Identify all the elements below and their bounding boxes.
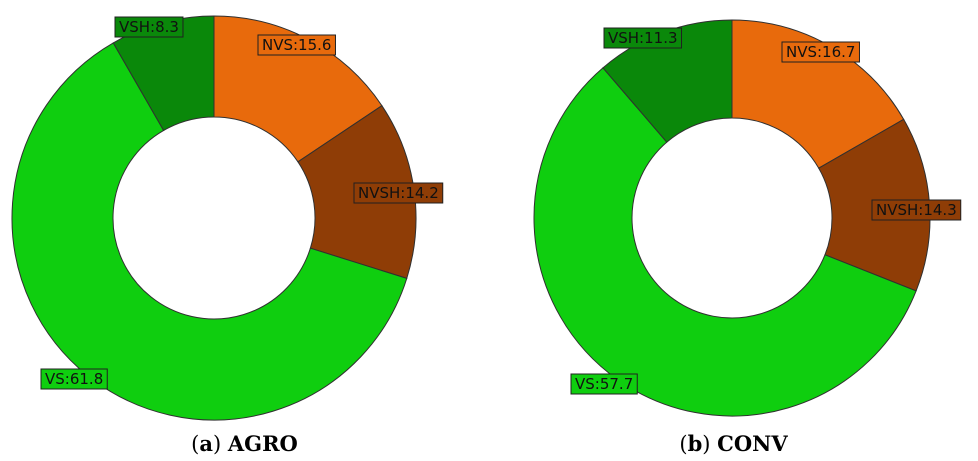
label-vs-agro: VS:61.8 [40,368,108,390]
svg-text:VSH:11.3: VSH:11.3 [608,29,678,47]
caption-conv: (b) CONV [679,431,788,456]
slice-nvs-conv [731,19,905,169]
svg-text:NVSH:14.3: NVSH:14.3 [876,201,957,219]
caption-agro: (a) AGRO [191,431,298,456]
chart-agro: NVS:15.6 NVSH:14.2 VS:61.8 VSH:8.3 (a) AGRO [11,15,444,456]
donut-agro: NVS:15.6 NVSH:14.2 VS:61.8 VSH:8.3 [11,15,444,421]
label-nvs-conv: NVS:16.7 [781,41,860,63]
svg-text:NVSH:14.2: NVSH:14.2 [358,184,439,202]
label-vs-conv: VS:57.7 [570,373,638,395]
label-vsh-conv: VSH:11.3 [603,27,683,49]
donut-conv: NVS:16.7 NVSH:14.3 VS:57.7 VSH:11.3 [533,19,962,417]
svg-text:NVS:16.7: NVS:16.7 [786,43,855,61]
label-nvs-agro: NVS:15.6 [257,34,336,56]
caption-name-conv: CONV [717,431,788,456]
slice-nvs-agro [213,15,383,163]
chart-conv: NVS:16.7 NVSH:14.3 VS:57.7 VSH:11.3 (b) CON… [489,0,978,461]
label-nvsh-conv: NVSH:14.3 [871,199,962,221]
svg-text:VSH:8.3: VSH:8.3 [119,18,179,36]
label-nvsh-agro: NVSH:14.2 [353,182,444,204]
caption-panel-b: b [687,431,703,456]
slice-vs-agro [11,42,408,421]
caption-name-agro: AGRO [227,431,298,456]
label-vsh-agro: VSH:8.3 [114,16,184,38]
caption-panel-a: a [199,431,213,456]
svg-text:NVS:15.6: NVS:15.6 [262,36,331,54]
svg-text:VS:57.7: VS:57.7 [575,375,633,393]
svg-text:VS:61.8: VS:61.8 [45,370,103,388]
slice-vs-conv [533,67,917,417]
